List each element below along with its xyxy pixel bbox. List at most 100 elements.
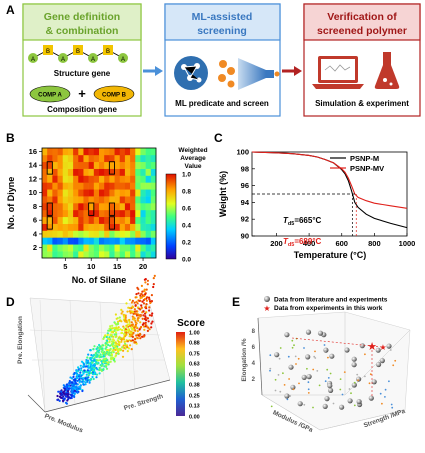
score-point [63, 392, 66, 395]
projection-point [270, 405, 273, 408]
score-point [144, 278, 147, 281]
heatmap-cell [124, 196, 131, 204]
heatmap-cell [140, 182, 146, 190]
score-point [123, 313, 126, 317]
heatmap-cell [42, 216, 48, 224]
score-point [60, 390, 63, 393]
projection-point [295, 363, 297, 365]
heatmap-cell [88, 148, 95, 156]
colorbar-tick-label: 1.0 [182, 172, 191, 179]
score-colorbar [176, 332, 185, 416]
heatmap-cell [119, 244, 126, 252]
score-point [109, 360, 112, 363]
heatmap-cell [104, 230, 110, 238]
heatmap-cell [99, 216, 105, 224]
heatmap-cell [78, 161, 84, 169]
heatmap-cell [88, 203, 95, 211]
heatmap-xtick-label: 5 [63, 262, 67, 271]
score-point [70, 381, 74, 384]
score-point [125, 329, 128, 333]
heatmap-cell [93, 175, 100, 183]
heatmap-cell [73, 237, 79, 245]
heatmap-cell [135, 175, 141, 183]
heatmap-cell [67, 230, 74, 238]
score-point [102, 368, 105, 371]
score-point [135, 300, 138, 303]
score-point [117, 326, 120, 329]
heatmap-cell [145, 223, 152, 231]
heatmap-cell [52, 196, 58, 204]
brain-network-icon [174, 56, 208, 90]
score-point [85, 373, 88, 376]
heatmap-cell [73, 189, 79, 197]
score-point-cloud [56, 274, 156, 405]
score-point [87, 374, 90, 377]
heatmap-cell [73, 182, 79, 190]
projection-point [292, 388, 295, 391]
score-point [81, 389, 84, 393]
score-point [152, 285, 155, 289]
score-point [108, 338, 111, 341]
heatmap-cell [93, 209, 100, 218]
projection-point [282, 372, 284, 375]
score-point [145, 299, 148, 302]
score-point [95, 376, 98, 379]
heatmap-cell [109, 203, 115, 211]
heatmap-cell [83, 154, 89, 163]
score-point [56, 398, 59, 401]
polymer-balls-icon [218, 60, 235, 88]
score-point [122, 337, 125, 340]
score-point [132, 312, 135, 315]
score-point [109, 333, 112, 336]
score-point [128, 310, 131, 313]
heatmap-ytick-label: 14 [29, 161, 38, 170]
structure-node-a1: A [28, 53, 38, 63]
heatmap-cell [109, 244, 115, 252]
heatmap-cell [109, 189, 115, 197]
heatmap-cell [124, 244, 131, 252]
score-point [99, 358, 102, 362]
score-point [64, 401, 68, 404]
plus-sign: + [78, 86, 86, 101]
heatmap-cell [93, 154, 100, 163]
heatmap-cell [140, 251, 146, 259]
projection-point [298, 382, 300, 385]
heatmap-cell [114, 182, 121, 190]
heatmap-cell [42, 209, 48, 218]
heatmap-cell [83, 237, 89, 245]
score-point [130, 348, 133, 351]
heatmap-cell [145, 216, 152, 224]
score-point [79, 371, 82, 374]
heatmap-cell [135, 168, 141, 176]
score-point [151, 320, 154, 323]
score-point [63, 397, 66, 400]
composition-gene-label: Composition gene [47, 105, 117, 114]
projection-point [357, 379, 359, 382]
score-point [88, 372, 91, 375]
heatmap-cell [145, 237, 152, 245]
score-point [147, 296, 151, 299]
heatmap-cell [47, 203, 53, 211]
tga-xlabel: Temperature (°C) [294, 250, 366, 260]
score-point [121, 346, 124, 349]
panel-e-letter: E [232, 295, 240, 309]
heatmap-cell [109, 182, 115, 190]
heatmap-cell [88, 161, 95, 169]
heatmap-cell [145, 168, 152, 176]
heatmap-cell [52, 189, 58, 197]
heatmap-cell [52, 230, 58, 238]
score-point [84, 377, 87, 380]
score-point [125, 331, 128, 334]
heatmap-cell [67, 154, 74, 163]
heatmap-cell [83, 161, 89, 169]
projection-point [390, 403, 393, 406]
score-point [58, 395, 61, 398]
literature-point [386, 343, 392, 349]
heatmap-cell [93, 168, 100, 176]
legend-e-1: Data from literature and experiments [274, 297, 388, 304]
score-point [149, 301, 152, 305]
projection-point [291, 346, 294, 349]
score-point [119, 328, 122, 331]
heatmap-cell [62, 175, 69, 183]
